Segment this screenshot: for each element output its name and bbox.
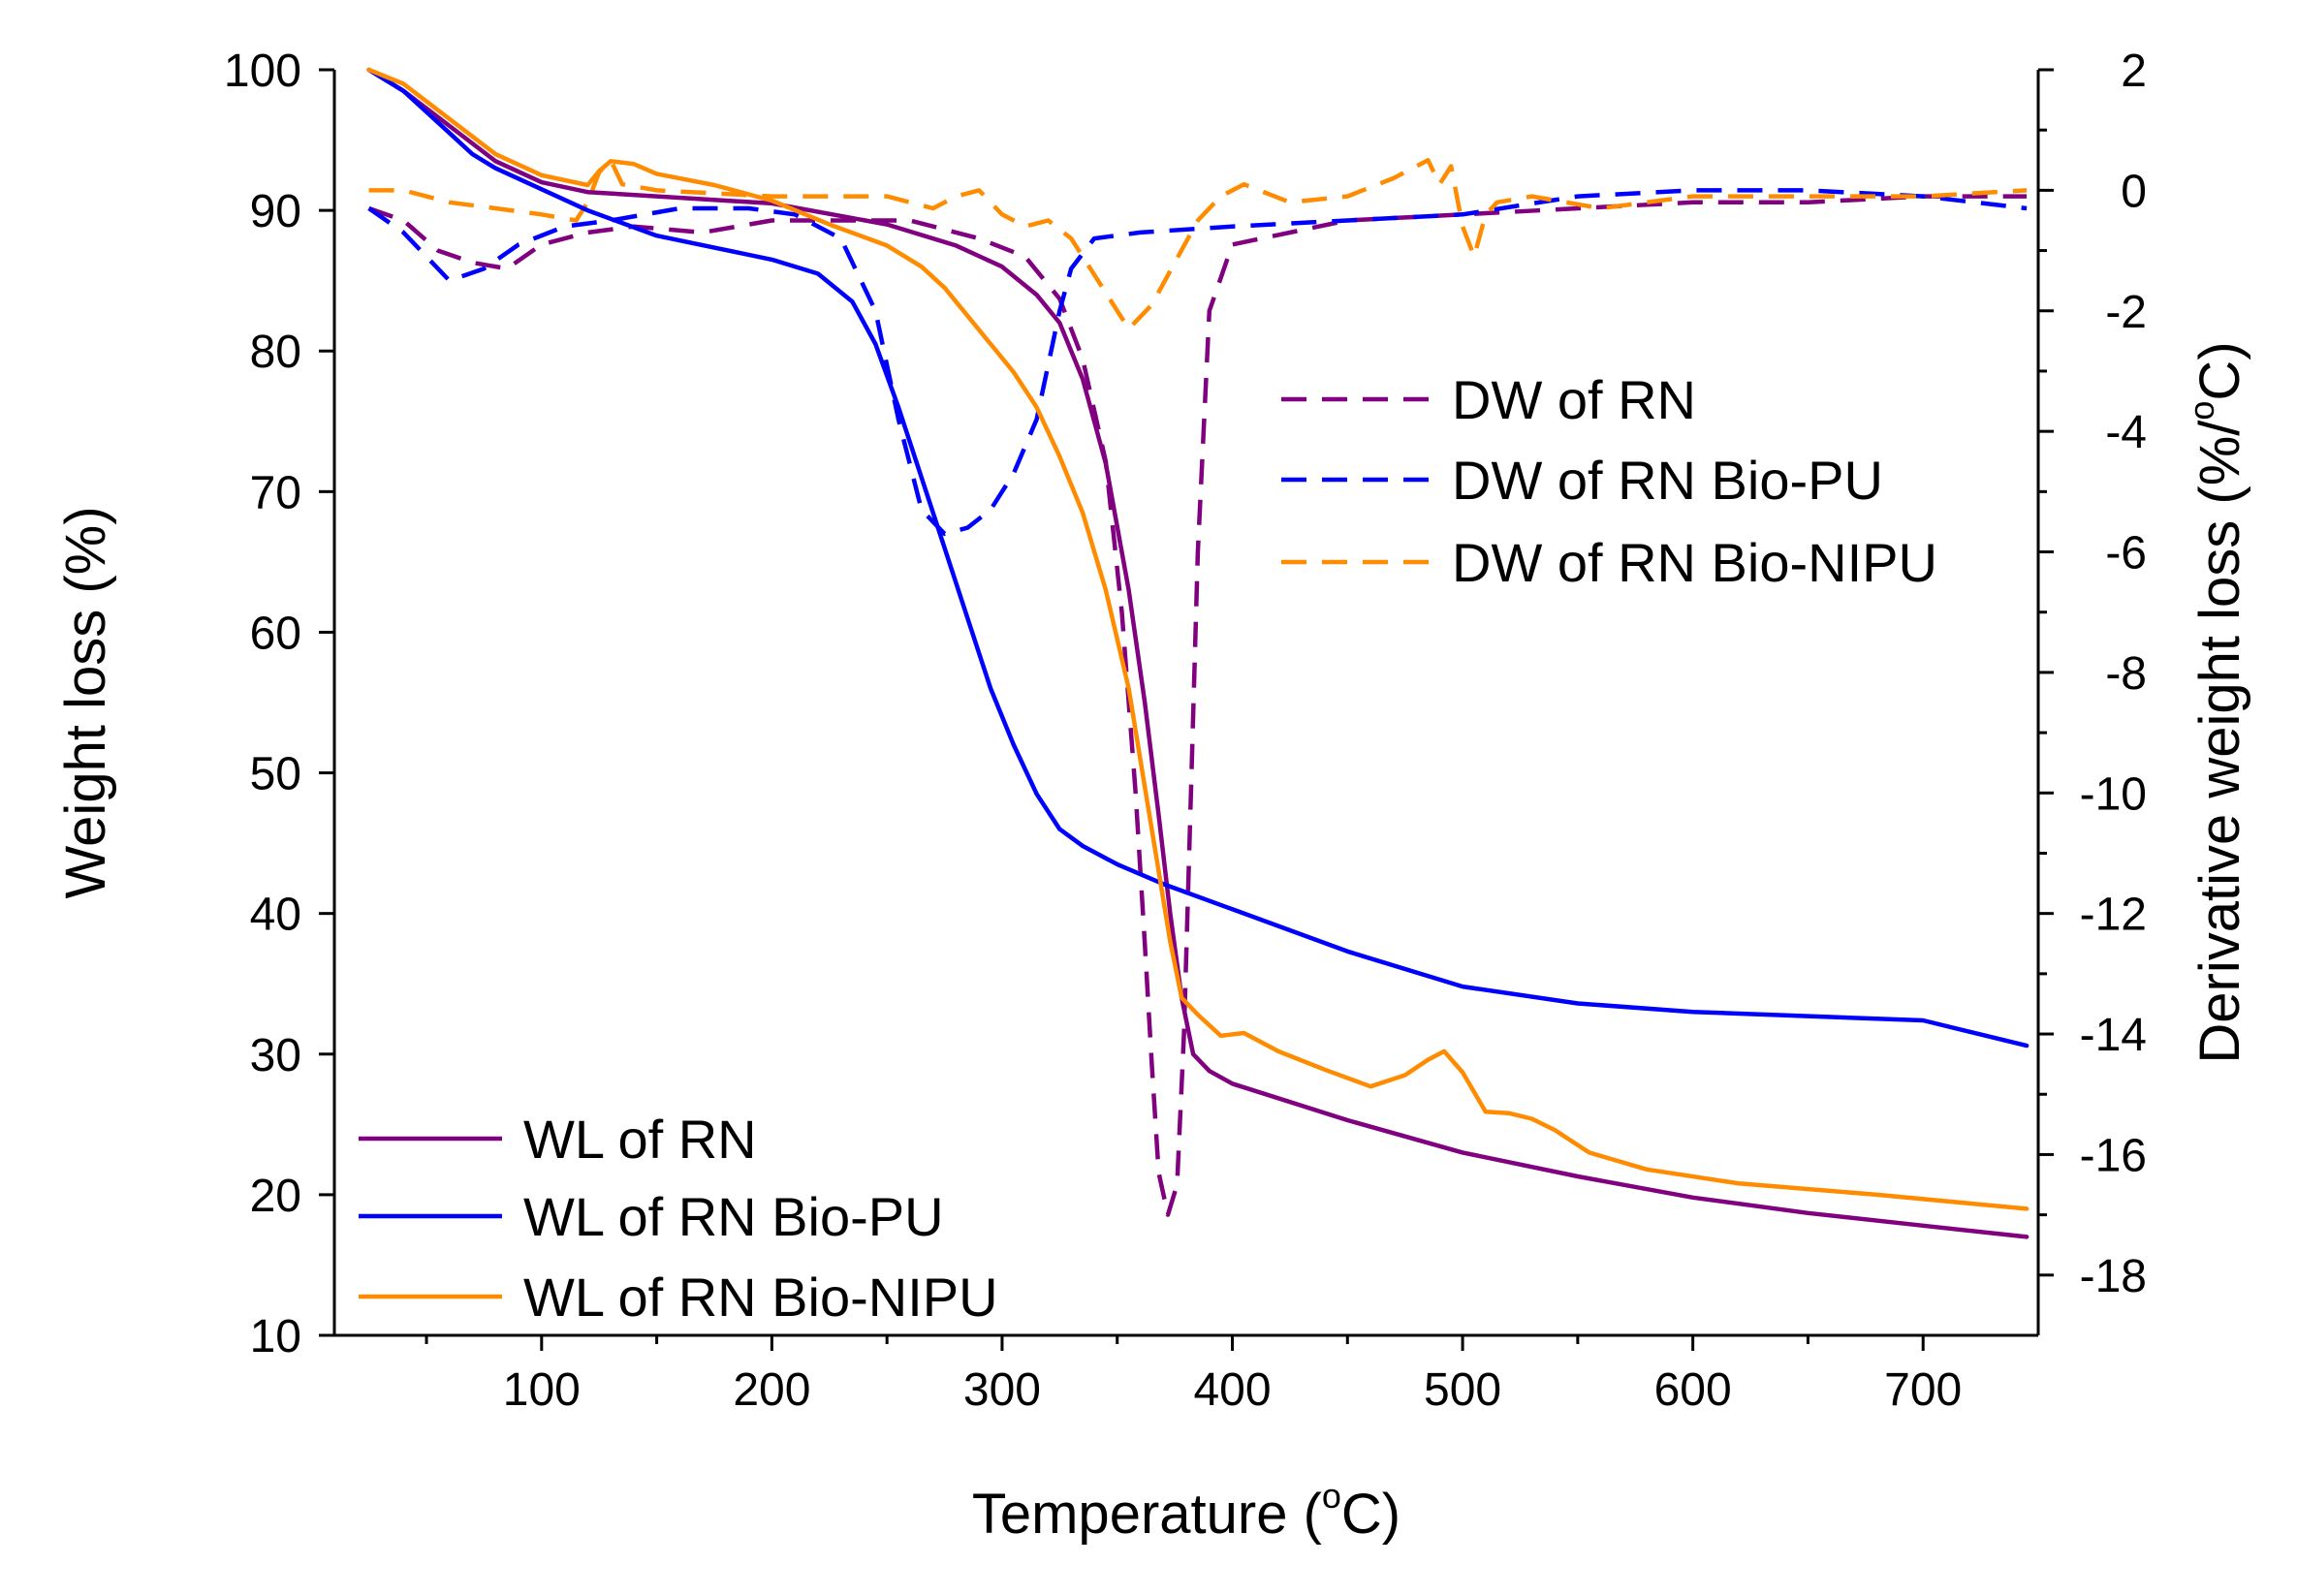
x-tick-label: 600 — [1654, 1364, 1732, 1416]
y2-tick-label: 2 — [2121, 46, 2147, 97]
y-tick-label: 90 — [250, 186, 301, 237]
y2-tick-label: -16 — [2080, 1130, 2147, 1181]
y2-tick-label: 0 — [2121, 166, 2147, 217]
series-line-wl-of-rn — [366, 67, 2030, 1239]
series-line-wl-of-rn-bio-nipu — [366, 67, 2030, 1211]
y2-tick-label: -2 — [2105, 287, 2147, 338]
y2-axis-title: Derivative weight loss (%/oC) — [2182, 341, 2251, 1063]
legend-label-dw-of-rn-bio-nipu: DW of RN Bio-NIPU — [1452, 532, 1937, 593]
y-axis-title: Weight loss (%) — [54, 506, 117, 898]
series-line-dw-of-rn — [367, 194, 2028, 1217]
x-tick-label: 400 — [1193, 1364, 1271, 1416]
y-tick-label: 10 — [250, 1311, 301, 1362]
y-tick-label: 60 — [250, 608, 301, 659]
y2-tick-label: -4 — [2105, 407, 2147, 458]
legend-label-dw-of-rn: DW of RN — [1452, 369, 1696, 430]
labels-layer: Temperature (oC) Weight loss (%) Derivat… — [54, 341, 2251, 1546]
y-tick-label: 70 — [250, 467, 301, 518]
x-tick-label: 200 — [733, 1364, 810, 1416]
y-tick-label: 100 — [224, 46, 301, 97]
legend-label-wl-of-rn-bio-pu: WL of RN Bio-PU — [523, 1186, 944, 1247]
x-axis-title: Temperature (oC) — [972, 1476, 1400, 1546]
y-tick-label: 30 — [250, 1030, 301, 1081]
legend-layer: WL of RN WL of RN Bio-PU WL of RN Bio-NIPU… — [359, 369, 1937, 1328]
y-tick-label: 20 — [250, 1171, 301, 1222]
legend-label-wl-of-rn: WL of RN — [523, 1109, 757, 1170]
y2-tick-label: -12 — [2080, 890, 2147, 941]
series-line-wl-of-rn-bio-pu — [366, 67, 2030, 1048]
y-tick-label: 80 — [250, 327, 301, 378]
axes-layer: 100 200 300 400 500 600 7001020304050607080901… — [224, 46, 2147, 1416]
y2-tick-label: -18 — [2080, 1251, 2147, 1302]
y2-tick-label: -8 — [2105, 648, 2147, 700]
series-layer — [366, 67, 2030, 1239]
x-tick-label: 700 — [1884, 1364, 1962, 1416]
y2-tick-label: -6 — [2105, 528, 2147, 579]
x-tick-label: 100 — [503, 1364, 581, 1416]
legend-label-dw-of-rn-bio-pu: DW of RN Bio-PU — [1452, 450, 1883, 511]
x-tick-label: 500 — [1424, 1364, 1501, 1416]
y2-tick-label: -14 — [2080, 1010, 2147, 1061]
y2-tick-label: -10 — [2080, 768, 2147, 820]
y-tick-label: 40 — [250, 890, 301, 941]
legend-label-wl-of-rn-bio-nipu: WL of RN Bio-NIPU — [523, 1267, 998, 1328]
y-tick-label: 50 — [250, 749, 301, 800]
x-tick-label: 300 — [963, 1364, 1041, 1416]
